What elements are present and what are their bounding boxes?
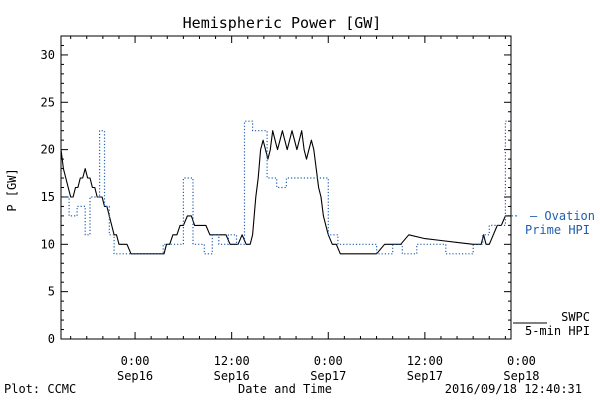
x-tick-label-time: 0:00 [121,354,150,368]
legend-swpc-label-line1: SWPC [561,310,590,324]
plot-area [61,120,511,255]
series-line-swpc-hpi [61,130,511,255]
legend-swpc-label-line2: 5-min HPI [525,324,590,338]
y-tick-label: 10 [41,237,55,251]
series-layer [61,120,511,255]
x-tick-label-time: 0:00 [507,354,536,368]
series-line-ovation-prime-hpi [61,120,511,255]
y-tick-label: 0 [48,332,55,346]
y-tick-label: 20 [41,143,55,157]
x-axis-label: Date and Time [238,382,332,396]
x-tick-label-time: 12:00 [407,354,443,368]
y-tick-label: 5 [48,285,55,299]
x-tick-label-date: Sep18 [503,369,539,383]
y-axis-label: P [GW] [5,168,19,211]
y-tick-label: 15 [41,190,55,204]
plot-frame [60,35,512,340]
legend-ovation-label-line1: – Ovation [530,209,595,223]
y-tick-label: 25 [41,95,55,109]
x-tick-label-time: 12:00 [214,354,250,368]
y-tick-label: 30 [41,48,55,62]
y-axis-ticks: 0 5 10 15 20 25 30 [41,35,511,346]
chart-title: Hemispheric Power [GW] [183,14,382,32]
x-tick-label-date: Sep17 [310,369,346,383]
x-tick-label-time: 0:00 [314,354,343,368]
legend-ovation-label-line2: Prime HPI [525,223,590,237]
x-axis-ticks: 0:00Sep1612:00Sep160:00Sep1712:00Sep170:… [70,36,540,383]
x-tick-label-date: Sep16 [117,369,153,383]
x-tick-label-date: Sep16 [214,369,250,383]
x-tick-label-date: Sep17 [407,369,443,383]
plot-timestamp: 2016/09/18 12:40:31 [445,382,582,396]
plot-credit: Plot: CCMC [4,382,76,396]
